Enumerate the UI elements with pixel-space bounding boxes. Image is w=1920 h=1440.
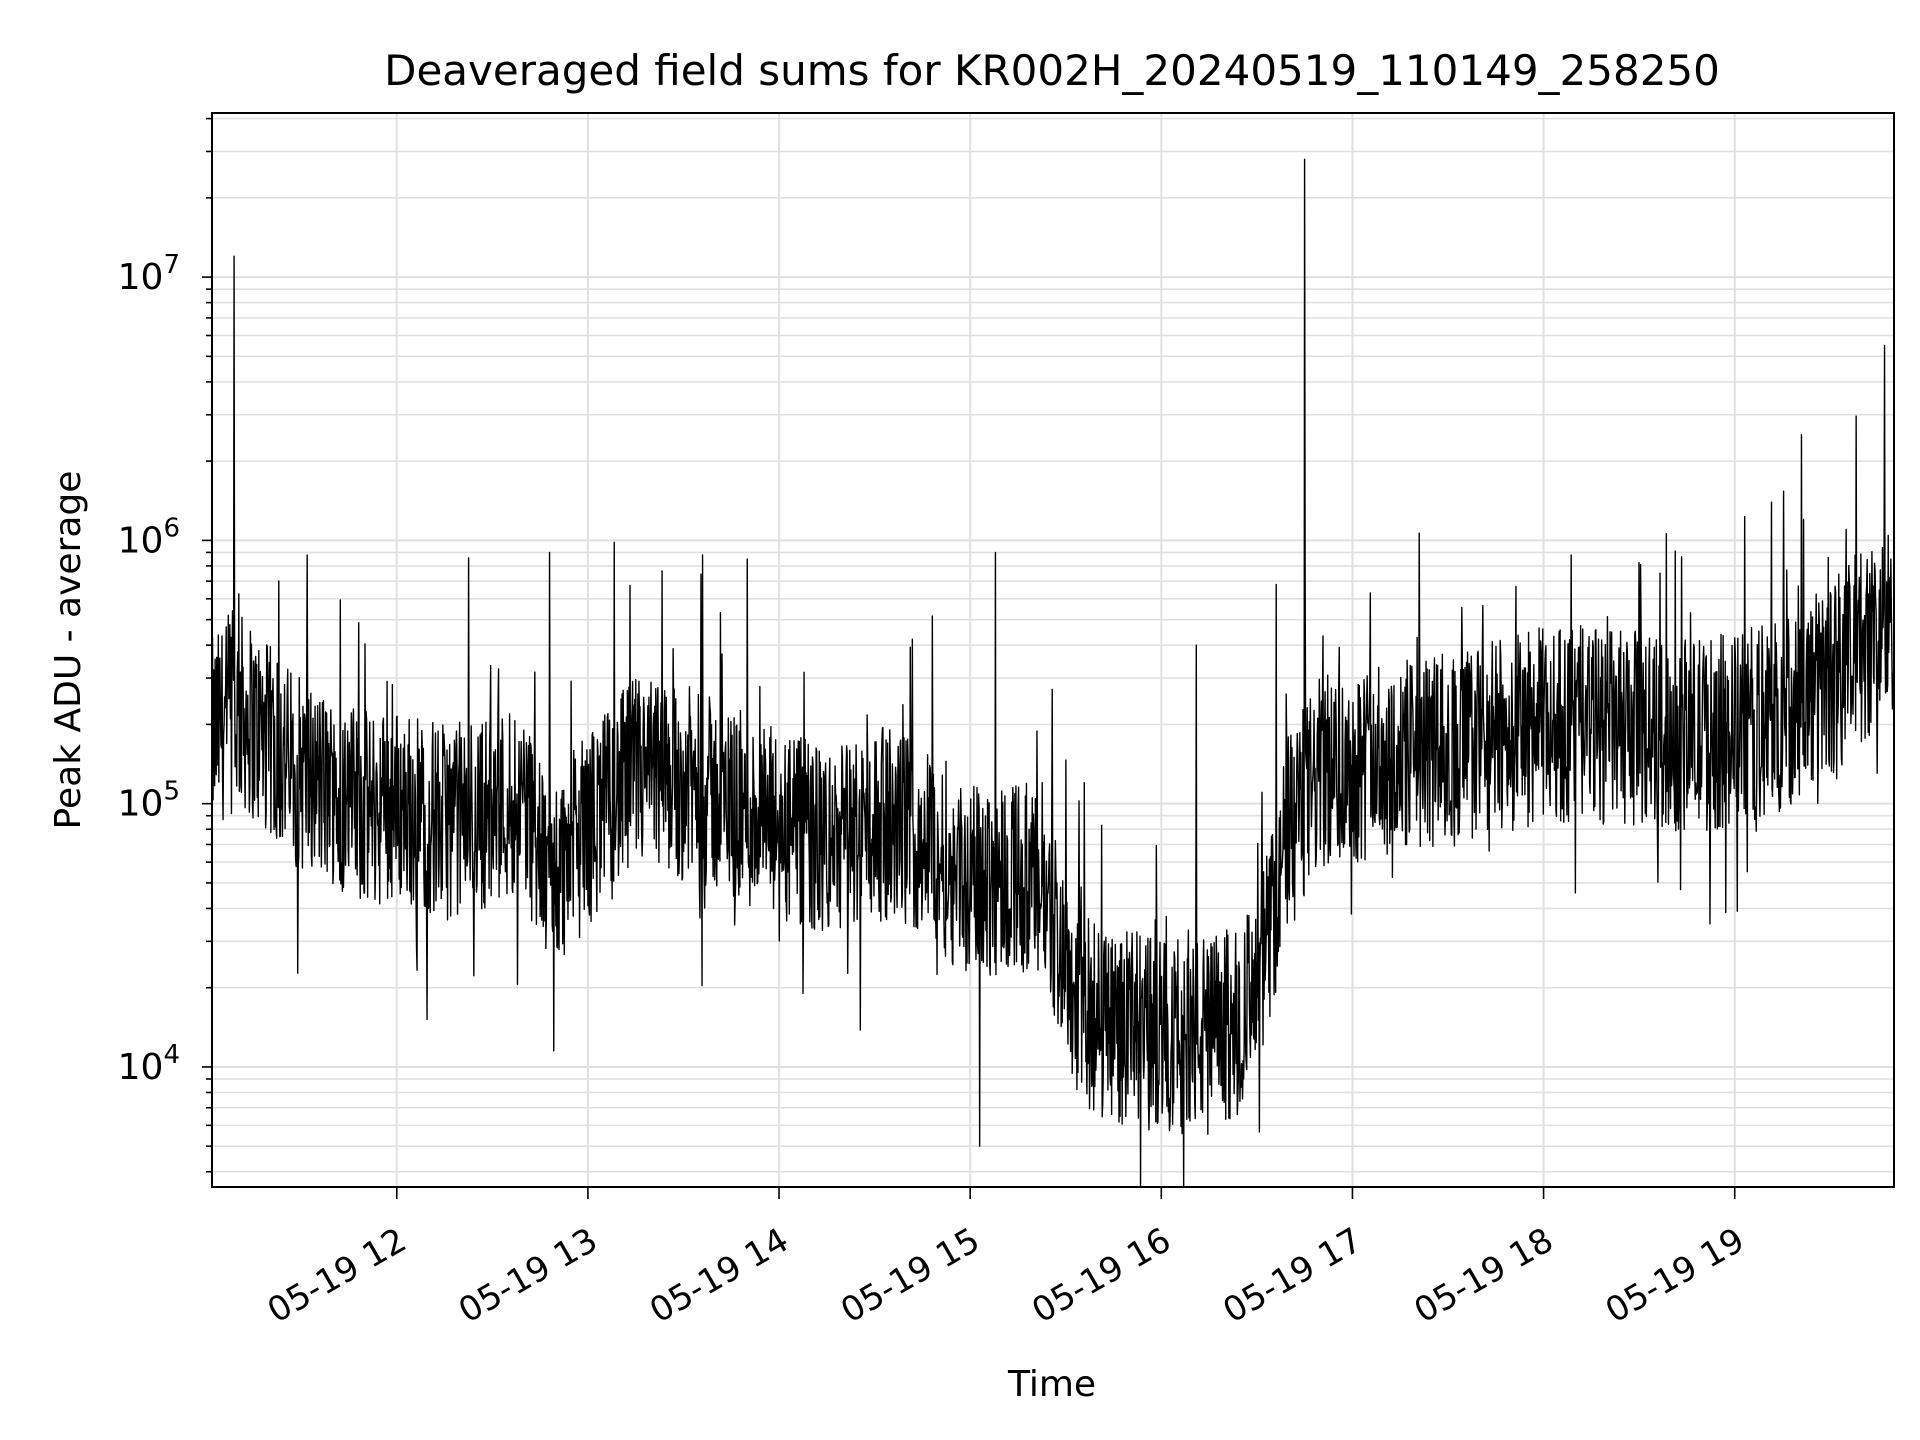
series-line-group bbox=[211, 158, 1895, 1188]
y-axis: 104 105 106 107 bbox=[118, 117, 212, 1173]
x-tick-label: 05-19 18 bbox=[1408, 1220, 1560, 1331]
chart-title: Deaveraged field sums for KR002H_2024051… bbox=[384, 46, 1720, 95]
x-tick-label: 05-19 16 bbox=[1025, 1220, 1177, 1331]
y-tick-label: 104 bbox=[118, 1040, 180, 1088]
y-axis-label: Peak ADU - average bbox=[48, 471, 89, 830]
series-line bbox=[211, 158, 1895, 1188]
plot-frame bbox=[211, 112, 1895, 1188]
x-tick-label: 05-19 14 bbox=[643, 1220, 795, 1331]
x-axis: 05-19 12 05-19 13 05-19 14 05-19 15 05-19 16… bbox=[261, 1187, 1751, 1331]
x-tick-label: 05-19 15 bbox=[834, 1220, 986, 1331]
y-tick-label: 106 bbox=[118, 513, 180, 561]
y-tick-label: 105 bbox=[118, 777, 180, 825]
x-axis-label: Time bbox=[1007, 1364, 1096, 1405]
x-tick-label: 05-19 13 bbox=[452, 1220, 604, 1331]
x-tick-label: 05-19 17 bbox=[1217, 1220, 1369, 1331]
y-tick-label: 107 bbox=[118, 250, 180, 298]
x-tick-label: 05-19 12 bbox=[261, 1220, 413, 1331]
x-tick-label: 05-19 19 bbox=[1599, 1220, 1751, 1331]
